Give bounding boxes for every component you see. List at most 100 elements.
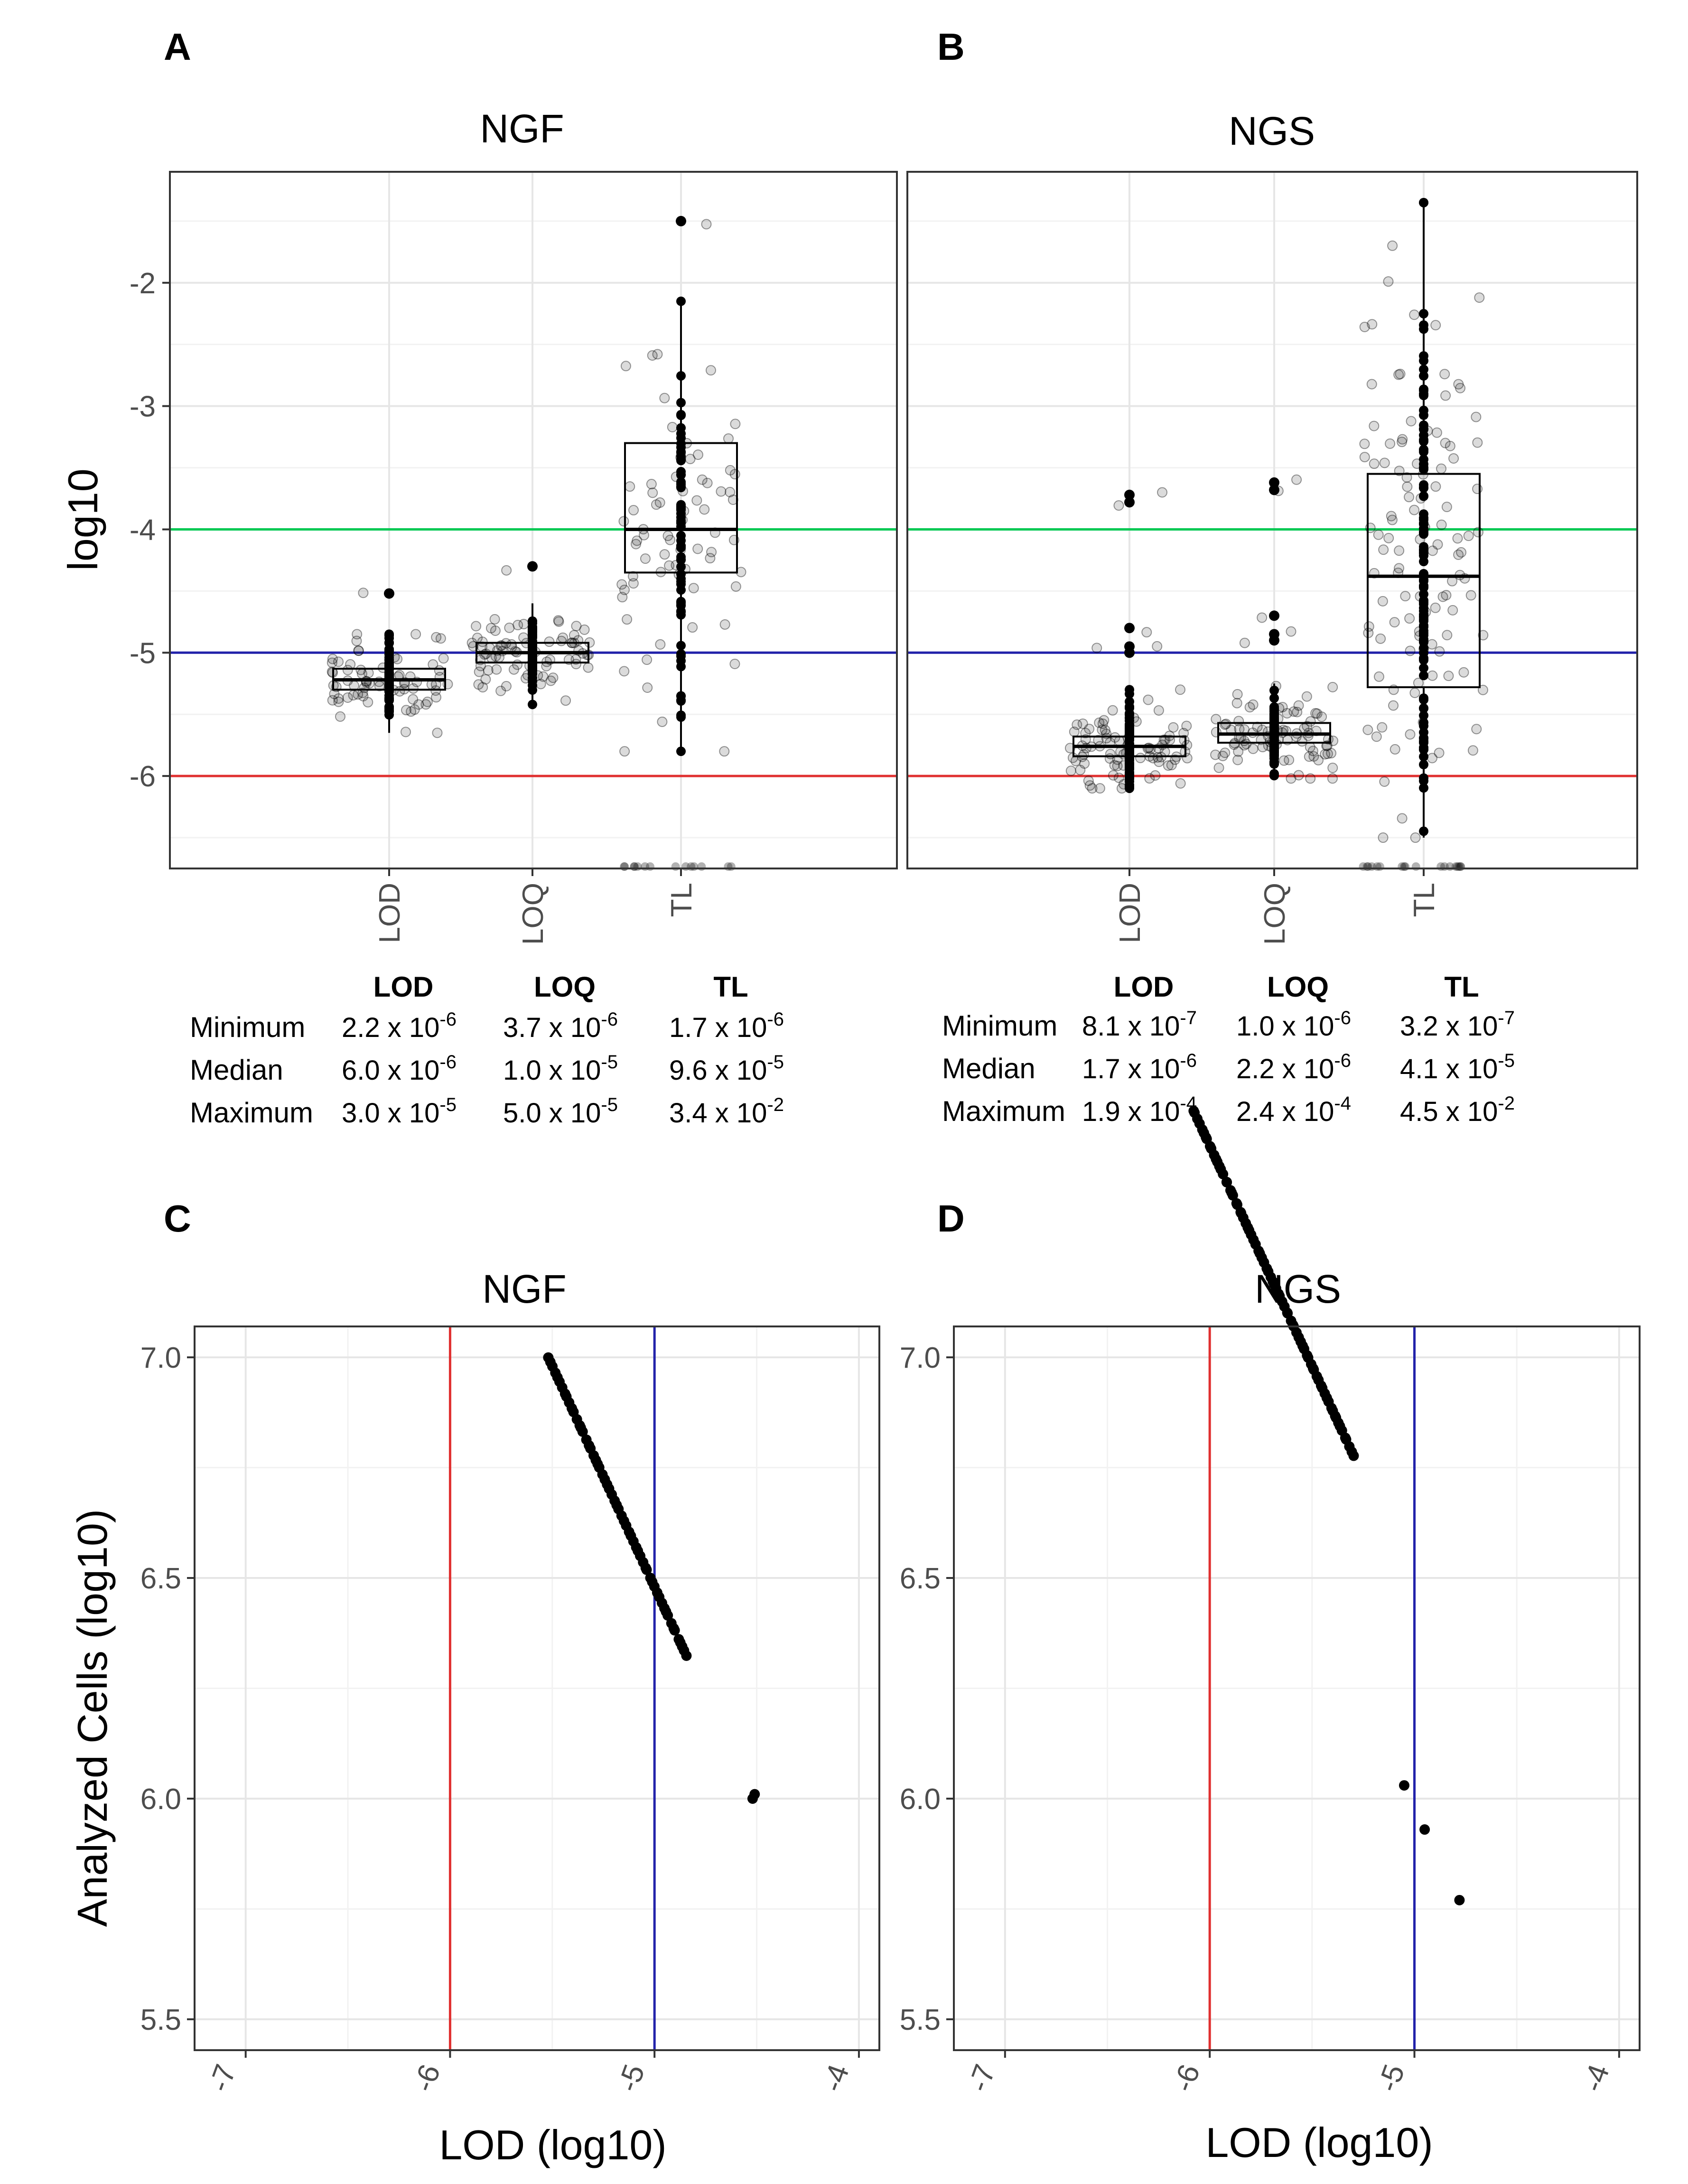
- jitter-point: [544, 636, 555, 647]
- plot-frame: [194, 1325, 880, 2051]
- table-header: LOQ: [1267, 971, 1329, 1003]
- sample-point: [1419, 596, 1428, 606]
- iqr-box: [1367, 473, 1481, 689]
- floor-point: [1436, 862, 1446, 871]
- jitter-point: [1316, 711, 1327, 722]
- jitter-point: [1467, 745, 1478, 756]
- mantissa: 9.6 x 10: [669, 1055, 767, 1086]
- outlier-point: [527, 561, 538, 572]
- jitter-point: [1455, 383, 1466, 393]
- panel-letter-a: A: [164, 26, 191, 68]
- jitter-point: [1397, 437, 1408, 448]
- jitter-point: [725, 465, 736, 476]
- jitter-point: [1327, 681, 1338, 692]
- table-cell: 6.0 x 10-6: [342, 1052, 457, 1086]
- jitter-point: [1375, 633, 1386, 644]
- table-cell: 2.4 x 10-4: [1236, 1093, 1351, 1127]
- jitter-point: [1386, 511, 1397, 522]
- jitter-point: [1388, 700, 1399, 711]
- y-tick-label: 6.0: [900, 1783, 941, 1816]
- mantissa: 3.4 x 10: [669, 1098, 767, 1129]
- jitter-point: [1362, 724, 1373, 735]
- exponent: -5: [601, 1052, 618, 1073]
- jitter-point: [413, 699, 424, 710]
- mantissa: 2.2 x 10: [342, 1012, 439, 1043]
- jitter-point: [474, 666, 485, 677]
- table-header: LOD: [373, 971, 434, 1003]
- sample-point: [676, 555, 686, 565]
- table-header: LOQ: [534, 971, 596, 1003]
- jitter-point: [1084, 780, 1095, 791]
- jitter-point: [723, 433, 734, 444]
- jitter-point: [1394, 545, 1405, 556]
- jitter-point: [1168, 722, 1179, 733]
- y-tick-label: -3: [130, 391, 156, 423]
- jitter-point: [1452, 533, 1463, 544]
- jitter-point: [642, 682, 653, 693]
- jitter-point: [631, 539, 642, 550]
- table-cell: 1.9 x 10-4: [1082, 1093, 1197, 1127]
- jitter-point: [705, 365, 716, 376]
- table-header: TL: [713, 971, 748, 1003]
- jitter-point: [406, 706, 417, 717]
- table-row-label: Maximum: [942, 1095, 1065, 1127]
- jitter-point: [1402, 481, 1413, 492]
- jitter-point: [1359, 322, 1370, 333]
- jitter-point: [1135, 753, 1146, 764]
- jitter-point: [619, 746, 630, 757]
- exponent: -4: [1334, 1093, 1351, 1114]
- mantissa: 1.7 x 10: [669, 1012, 767, 1043]
- sample-point: [676, 456, 686, 466]
- outlier-point: [1269, 635, 1279, 646]
- jitter-point: [475, 661, 486, 672]
- jitter-point: [1378, 832, 1389, 843]
- jitter-point: [1409, 504, 1420, 515]
- exponent: -6: [439, 1009, 457, 1030]
- data-point: [641, 1564, 652, 1575]
- jitter-point: [1434, 747, 1445, 758]
- x-tick-label: LOQ: [517, 883, 550, 945]
- sample-point: [676, 747, 686, 756]
- floor-point: [681, 862, 690, 871]
- jitter-point: [616, 579, 627, 590]
- jitter-point: [620, 361, 631, 372]
- y-tick-label: -2: [130, 267, 156, 300]
- jitter-point: [1080, 728, 1091, 738]
- jitter-point: [401, 705, 412, 716]
- jitter-point: [1217, 750, 1228, 761]
- jitter-point: [1282, 708, 1293, 719]
- jitter-point: [1313, 755, 1324, 765]
- sample-point: [1419, 616, 1428, 626]
- data-point: [1399, 1780, 1409, 1791]
- jitter-point: [535, 679, 546, 690]
- jitter-point: [1310, 708, 1321, 719]
- jitter-point: [490, 625, 501, 636]
- jitter-point: [569, 630, 579, 641]
- jitter-point: [665, 534, 676, 545]
- jitter-point: [1094, 783, 1105, 794]
- jitter-point: [422, 696, 433, 707]
- y-tick-label: -4: [130, 513, 156, 546]
- jitter-point: [363, 697, 373, 708]
- sample-point: [1419, 545, 1428, 555]
- jitter-point: [1144, 773, 1155, 784]
- jitter-point: [1400, 591, 1411, 602]
- jitter-point: [1453, 549, 1464, 560]
- sample-point: [676, 536, 686, 546]
- mantissa: 3.7 x 10: [503, 1012, 601, 1043]
- jitter-point: [1301, 691, 1312, 702]
- mantissa: 2.4 x 10: [1236, 1096, 1334, 1127]
- x-axis-label-c: LOD (log10): [439, 2121, 666, 2168]
- jitter-point: [1128, 712, 1139, 723]
- jitter-point: [1072, 719, 1082, 730]
- jitter-point: [1065, 765, 1076, 776]
- jitter-point: [1233, 746, 1244, 757]
- jitter-point: [431, 692, 442, 703]
- jitter-point: [1397, 813, 1408, 824]
- jitter-point: [1440, 390, 1451, 401]
- jitter-point: [1404, 613, 1415, 624]
- jitter-point: [1160, 735, 1171, 746]
- jitter-point: [435, 633, 446, 644]
